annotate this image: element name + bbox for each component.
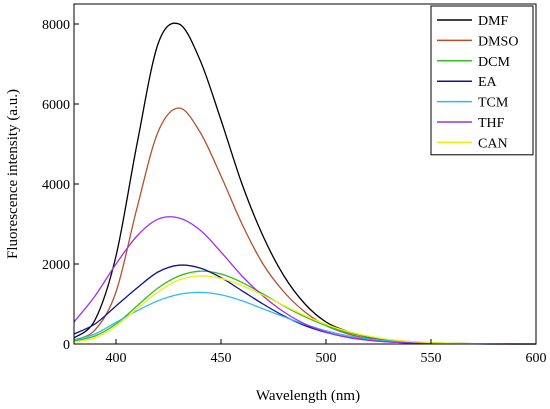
series-line-can (73, 275, 537, 345)
legend-label-ea: EA (478, 75, 498, 90)
legend-label-thf: THF (478, 116, 505, 131)
y-tick-label: 8000 (42, 18, 70, 33)
x-tick-label: 500 (316, 351, 337, 366)
legend-label-can: CAN (478, 136, 508, 151)
plot-frame (73, 3, 537, 345)
x-tick-label: 600 (526, 351, 547, 366)
legend-box (430, 5, 534, 156)
y-tick-label: 4000 (42, 178, 70, 193)
legend: DMF DMSO DCM EA TCM THF CAN (430, 5, 534, 156)
series-layer (73, 22, 537, 345)
legend-label-dmso: DMSO (478, 34, 518, 49)
x-tick-label: 400 (106, 351, 127, 366)
legend-label-dmf: DMF (478, 14, 509, 29)
legend-label-dcm: DCM (478, 55, 510, 70)
y-tick-label: 6000 (42, 98, 70, 113)
x-axis-label: Wavelength (nm) (256, 388, 360, 404)
y-tick-label: 0 (63, 338, 70, 353)
x-tick-label: 450 (211, 351, 232, 366)
legend-label-tcm: TCM (478, 96, 509, 111)
y-tick-label: 2000 (42, 258, 70, 273)
y-axis-label: Fluorescence intensity (a.u.) (5, 89, 21, 259)
x-tick-label: 550 (421, 351, 442, 366)
